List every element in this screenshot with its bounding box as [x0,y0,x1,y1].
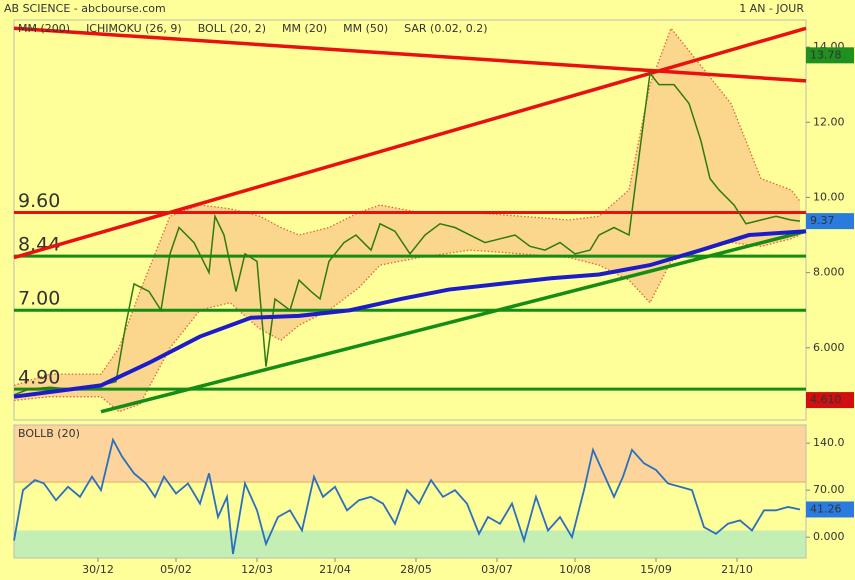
price-tag [806,47,854,64]
trend-line [13,26,807,260]
price-tag [806,213,854,230]
osc-tag-label: 41.26 [810,502,842,515]
y-tick-label: 12.00 [813,115,845,128]
period: 1 AN - JOUR [739,2,804,15]
x-tick-label: 10/08 [559,563,591,576]
y-tick-label: 70.00 [813,483,845,496]
y-tick-label: 6.000 [813,341,845,354]
x-tick-label: 28/05 [400,563,432,576]
level-label: 8.44 [18,234,60,256]
boll-lower [13,234,801,413]
x-tick-label: 03/07 [481,563,513,576]
y-tick-label: 10.00 [813,190,845,203]
osc-line [13,437,801,555]
price-tag-label: 9.37 [810,214,835,227]
price-tag-label: 13.78 [810,48,842,61]
osc-band [14,425,806,483]
x-tick-label: 30/12 [82,563,114,576]
legend-entry: MM (20) [282,22,327,35]
osc-frame [13,424,807,559]
legend-entry: MM (50) [343,22,388,35]
legend-entry: BOLL (20, 2) [198,22,266,35]
x-tick-label: 21/10 [721,563,753,576]
x-tick-label: 21/04 [319,563,351,576]
price-line [13,71,801,396]
osc-title: BOLLB (20) [18,427,80,440]
legend-entry: ICHIMOKU (26, 9) [86,22,182,35]
legend-entry: MM (200) [18,22,70,35]
y-tick-label: 0.000 [813,530,845,543]
level-label: 9.60 [18,190,60,212]
level-label: 4.90 [18,367,60,389]
y-tick-label: 8.000 [813,266,845,279]
boll-area [14,28,800,412]
boll-upper [13,26,801,387]
osc-band [14,530,806,558]
moving-average [13,229,807,399]
trend-line [13,26,807,83]
trend-line [100,229,807,414]
price-tag [806,392,854,409]
chart-title: AB SCIENCE - abcbourse.com [4,2,166,15]
x-tick-label: 15/09 [640,563,672,576]
legend-entry: SAR (0.02, 0.2) [404,22,487,35]
x-tick-label: 05/02 [160,563,192,576]
price-tag-label: 4.610 [810,393,842,406]
y-tick-label: 140.0 [813,436,845,449]
level-label: 7.00 [18,288,60,310]
x-tick-label: 12/03 [241,563,273,576]
osc-tag [806,501,854,518]
